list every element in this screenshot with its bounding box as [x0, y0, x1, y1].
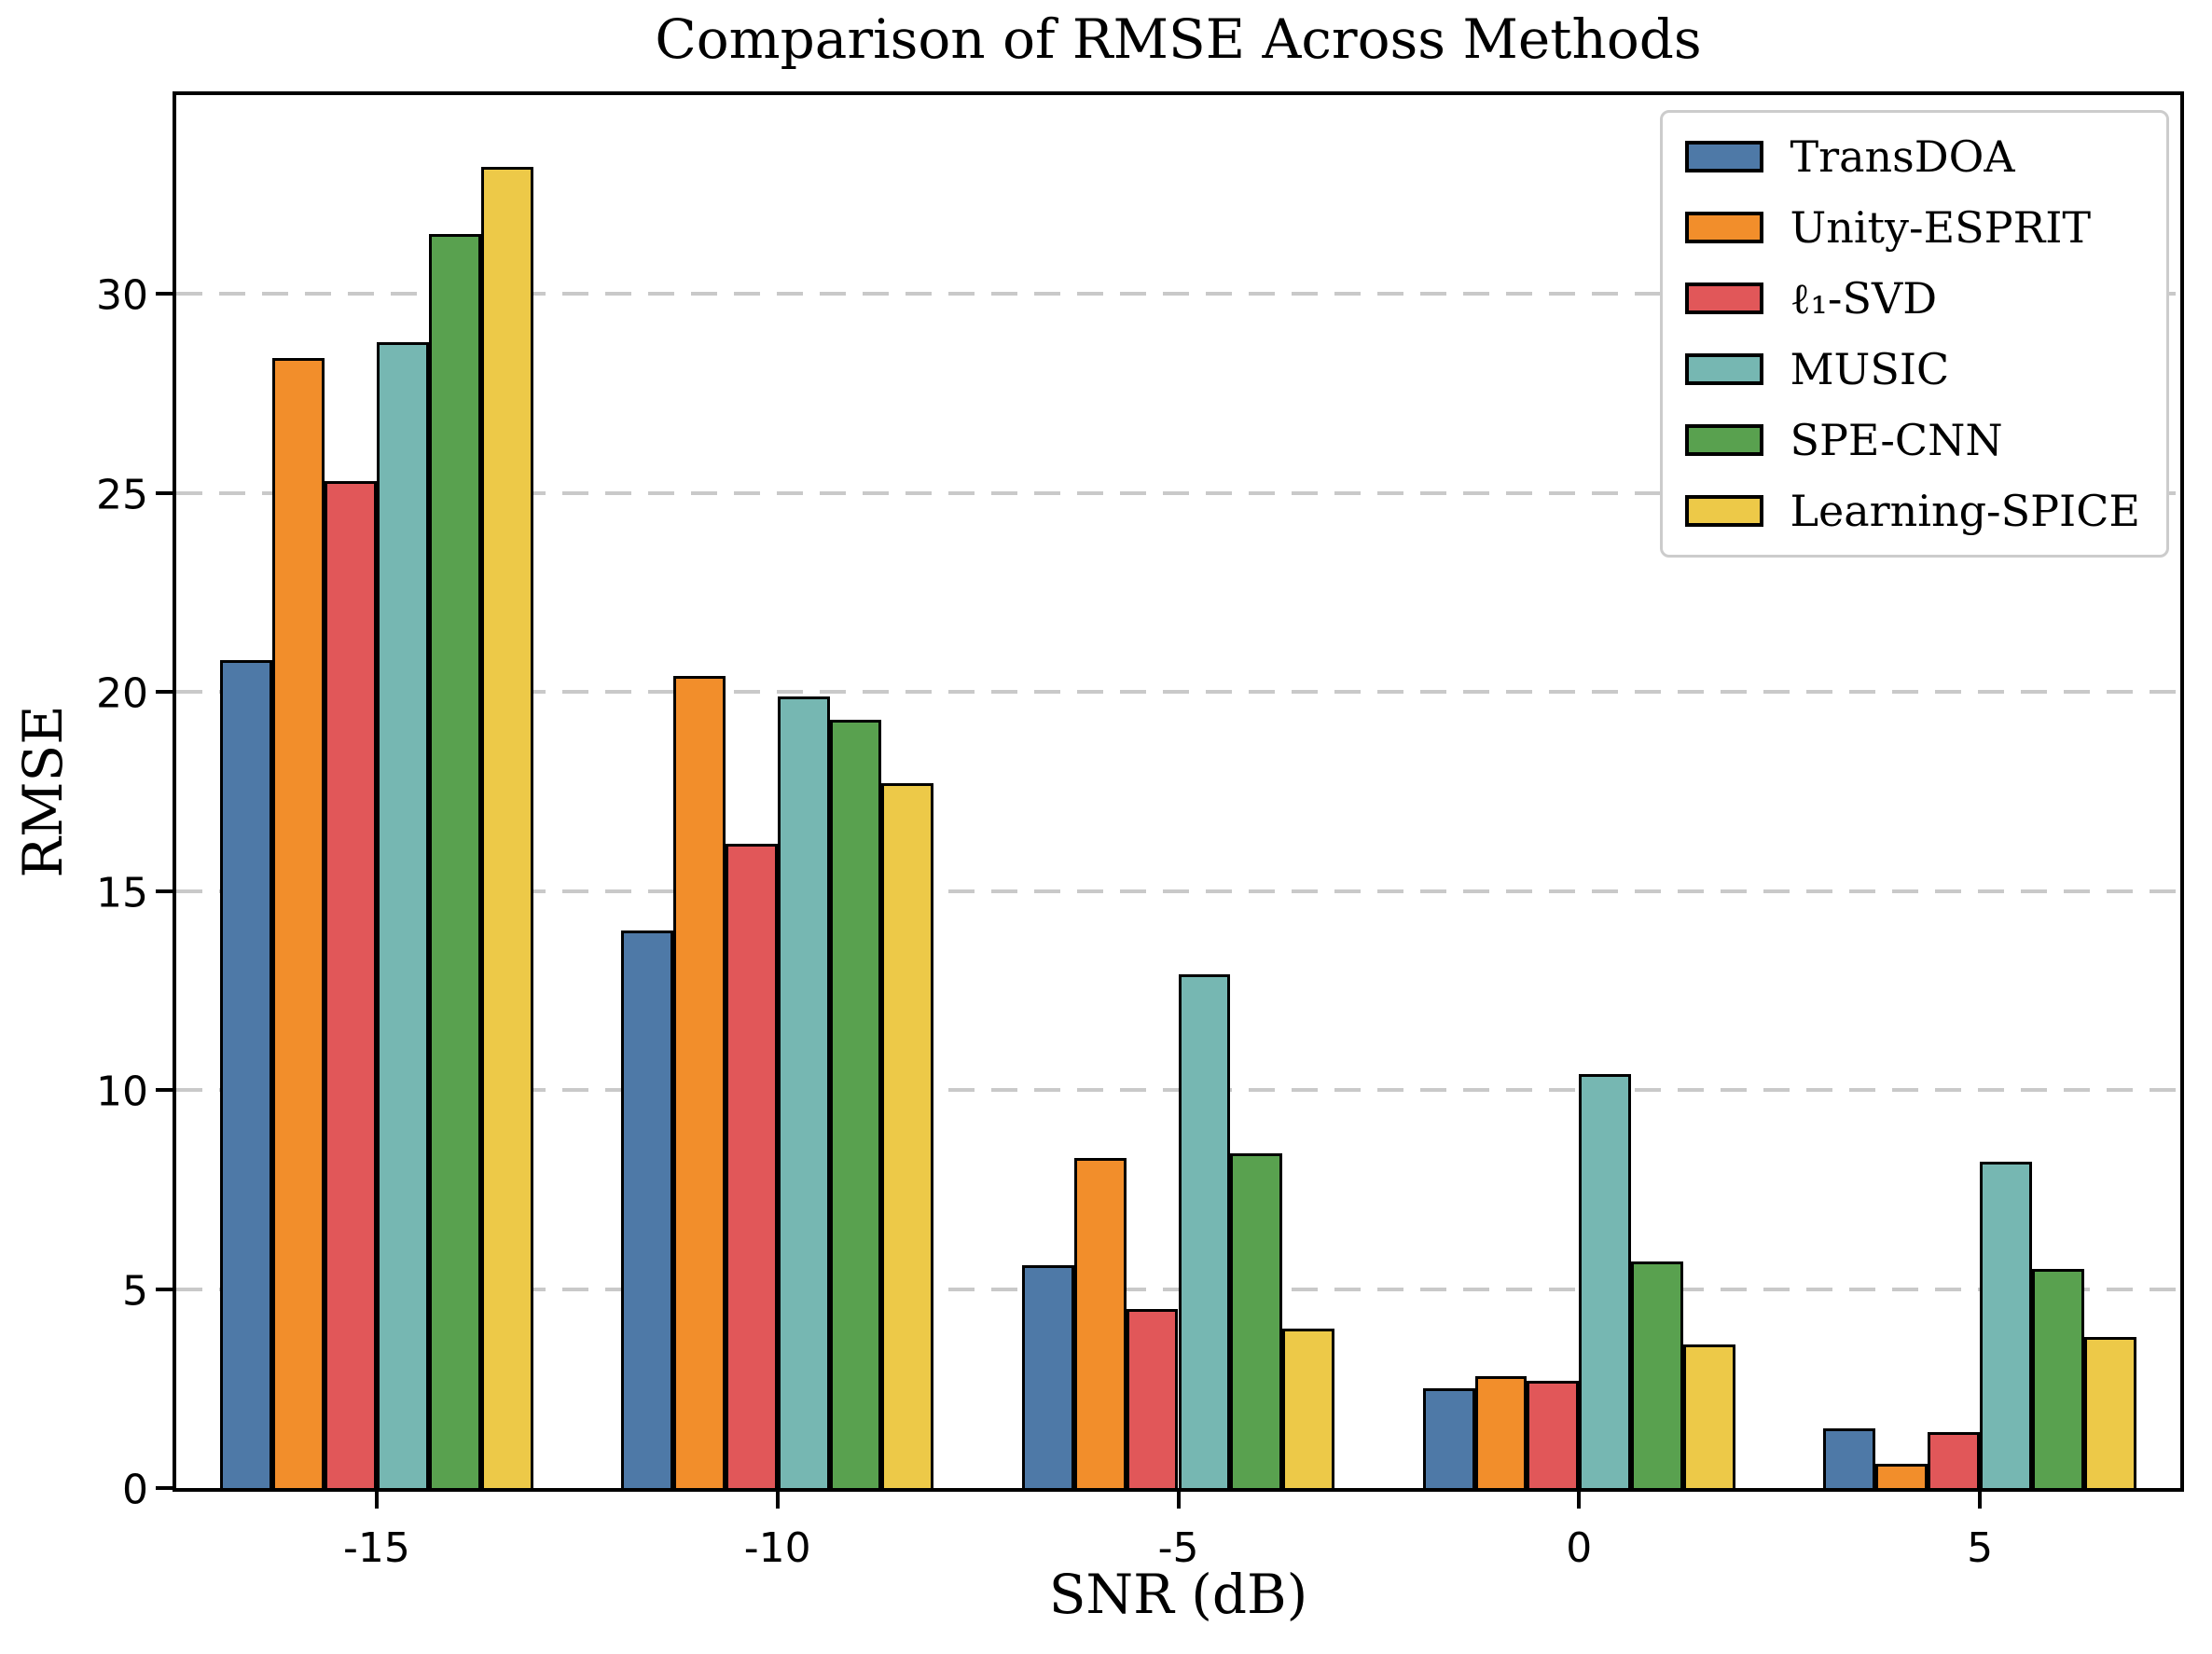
bar-ℓ₁-SVD-snr-10: [725, 843, 778, 1488]
gridline-y20: [176, 690, 2180, 695]
legend-row-ℓ₁-SVD: ℓ₁-SVD: [1685, 273, 2140, 324]
bar-SPE-CNN-snr-5: [1230, 1153, 1283, 1488]
legend: TransDOA Unity-ESPRIT ℓ₁-SVD MUSIC SPE-CNN Le…: [1660, 110, 2169, 558]
bar-TransDOA-snr0: [1422, 1388, 1475, 1488]
bar-MUSIC-snr0: [1579, 1074, 1632, 1488]
legend-label: TransDOA: [1790, 131, 2015, 182]
bar-MUSIC-snr-10: [777, 696, 830, 1488]
bar-SPE-CNN-snr-15: [428, 234, 481, 1488]
legend-row-Learning-SPICE: Learning-SPICE: [1685, 486, 2140, 536]
y-tick-label-20: 20: [96, 669, 148, 718]
bar-Unity-ESPRIT-snr-10: [672, 676, 726, 1488]
x-tick-mark--15: [374, 1492, 379, 1509]
y-tick-label-5: 5: [122, 1267, 148, 1316]
x-tick-label-5: 5: [1967, 1524, 1994, 1572]
legend-row-Unity-ESPRIT: Unity-ESPRIT: [1685, 202, 2140, 253]
y-tick-mark-30: [156, 292, 173, 296]
x-tick-label--10: -10: [743, 1524, 811, 1572]
bar-Learning-SPICE-snr5: [2083, 1336, 2136, 1488]
legend-swatch-icon: [1685, 141, 1764, 172]
legend-swatch-icon: [1685, 424, 1764, 456]
bar-Learning-SPICE-snr-15: [480, 166, 533, 1488]
bar-Learning-SPICE-snr-5: [1282, 1329, 1335, 1488]
legend-row-TransDOA: TransDOA: [1685, 131, 2140, 182]
y-tick-label-0: 0: [122, 1466, 148, 1514]
bar-SPE-CNN-snr5: [2031, 1269, 2084, 1488]
x-tick-label-0: 0: [1566, 1524, 1593, 1572]
legend-row-MUSIC: MUSIC: [1685, 344, 2140, 394]
bar-TransDOA-snr-15: [220, 660, 273, 1488]
y-tick-label-30: 30: [96, 271, 148, 320]
y-tick-label-25: 25: [96, 471, 148, 519]
bar-TransDOA-snr5: [1823, 1427, 1876, 1488]
bar-Unity-ESPRIT-snr5: [1875, 1464, 1929, 1488]
x-tick-label--5: -5: [1157, 1524, 1199, 1572]
legend-swatch-icon: [1685, 353, 1764, 385]
bar-ℓ₁-SVD-snr0: [1527, 1380, 1580, 1488]
legend-label: Unity-ESPRIT: [1790, 202, 2092, 253]
x-tick-label--15: -15: [342, 1524, 410, 1572]
legend-row-SPE-CNN: SPE-CNN: [1685, 415, 2140, 465]
y-tick-mark-20: [156, 690, 173, 695]
y-axis-label: RMSE: [11, 705, 75, 878]
x-tick-mark--10: [775, 1492, 780, 1509]
legend-label: ℓ₁-SVD: [1790, 273, 1938, 324]
x-tick-mark-0: [1577, 1492, 1582, 1509]
x-tick-mark-5: [1978, 1492, 1983, 1509]
legend-swatch-icon: [1685, 283, 1764, 314]
bar-ℓ₁-SVD-snr-15: [325, 481, 377, 1488]
bar-MUSIC-snr-5: [1178, 974, 1231, 1488]
bar-MUSIC-snr-15: [376, 341, 429, 1488]
bar-Unity-ESPRIT-snr0: [1474, 1376, 1528, 1488]
legend-label: MUSIC: [1790, 344, 1950, 394]
bar-TransDOA-snr-5: [1021, 1264, 1074, 1488]
bar-Unity-ESPRIT-snr-5: [1073, 1157, 1127, 1488]
gridline-y30: [176, 292, 2180, 296]
bar-ℓ₁-SVD-snr-5: [1126, 1308, 1179, 1488]
bar-MUSIC-snr5: [1980, 1161, 2032, 1488]
y-tick-mark-5: [156, 1287, 173, 1291]
gridline-y25: [176, 490, 2180, 495]
y-tick-mark-10: [156, 1088, 173, 1093]
y-tick-mark-15: [156, 889, 173, 893]
bar-Learning-SPICE-snr-10: [881, 783, 934, 1488]
y-tick-label-10: 10: [96, 1068, 148, 1116]
y-tick-mark-0: [156, 1486, 173, 1490]
legend-label: Learning-SPICE: [1790, 486, 2140, 536]
bar-ℓ₁-SVD-snr5: [1928, 1432, 1981, 1488]
bar-SPE-CNN-snr-10: [829, 720, 882, 1488]
bar-Unity-ESPRIT-snr-15: [272, 357, 325, 1488]
gridline-y15: [176, 889, 2180, 893]
y-tick-label-15: 15: [96, 869, 148, 917]
x-tick-mark--5: [1176, 1492, 1181, 1509]
chart-title: Comparison of RMSE Across Methods: [655, 7, 1702, 71]
y-tick-mark-25: [156, 490, 173, 495]
bar-TransDOA-snr-10: [621, 930, 673, 1488]
bar-Learning-SPICE-snr0: [1683, 1344, 1735, 1488]
bar-SPE-CNN-snr0: [1631, 1261, 1684, 1488]
legend-swatch-icon: [1685, 212, 1764, 243]
legend-label: SPE-CNN: [1790, 415, 2003, 465]
x-axis-label: SNR (dB): [1048, 1563, 1308, 1626]
legend-swatch-icon: [1685, 495, 1764, 527]
plot-area: TransDOA Unity-ESPRIT ℓ₁-SVD MUSIC SPE-CNN Le…: [96, 91, 2184, 1572]
